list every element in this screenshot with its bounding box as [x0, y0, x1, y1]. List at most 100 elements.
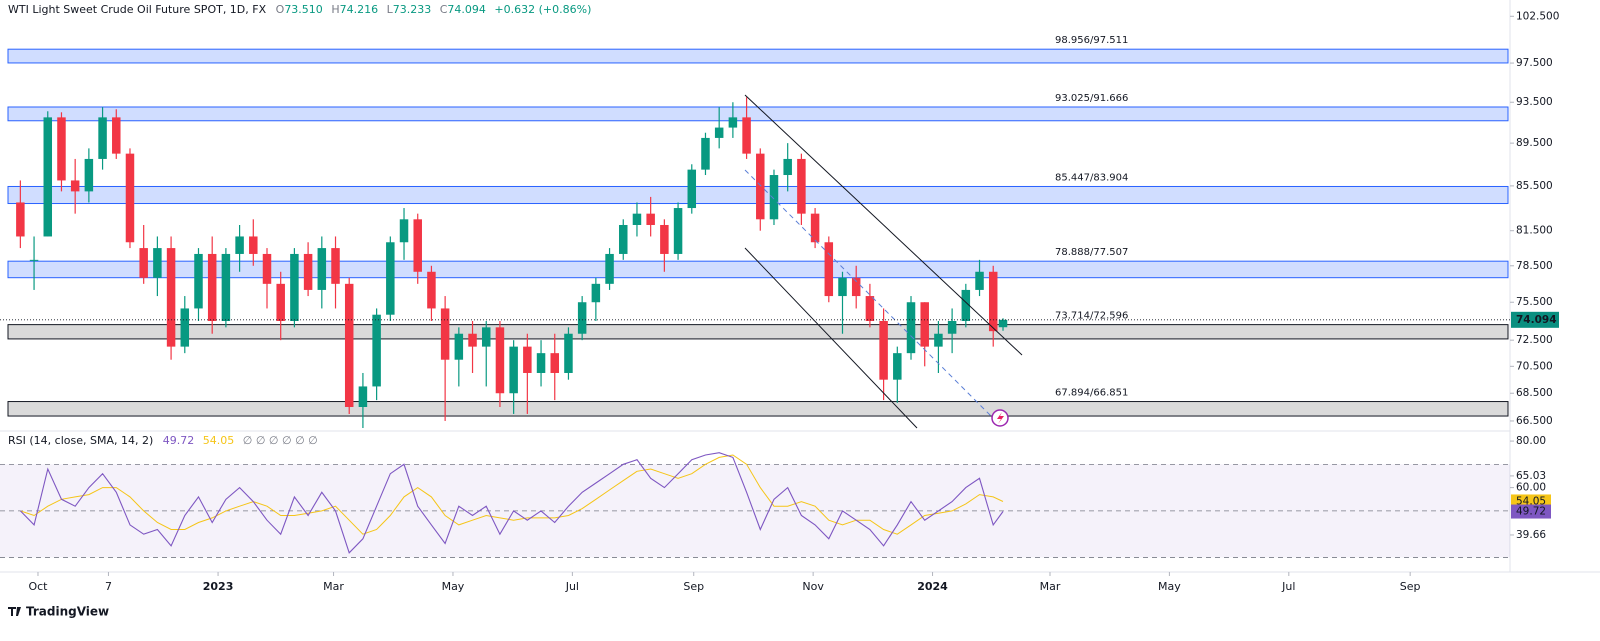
- rsi-value-label: 54.05: [1516, 495, 1546, 507]
- candle-body: [303, 253, 313, 290]
- footer-logo[interactable]: TradingView: [8, 605, 109, 619]
- candle-body: [290, 253, 299, 322]
- candle-body: [673, 208, 683, 254]
- price-pane: [7, 48, 1509, 429]
- candle-body: [646, 213, 655, 225]
- rsi-line: [20, 452, 1004, 554]
- candle-body: [591, 283, 601, 303]
- candle-body: [440, 308, 450, 360]
- candle-body: [605, 253, 614, 284]
- candle-body: [166, 248, 176, 347]
- candle-body: [988, 271, 998, 332]
- candle-body: [16, 202, 25, 237]
- rsi-value: 49.72: [163, 434, 195, 447]
- candle-body: [742, 117, 751, 154]
- logo-mark: [8, 607, 21, 616]
- x-tick-label: Jul: [1281, 580, 1295, 593]
- zone: [7, 401, 1509, 417]
- channel-mid: [744, 169, 1001, 426]
- candle-body: [906, 302, 916, 354]
- candle-body: [399, 219, 409, 243]
- candle-body: [714, 127, 724, 138]
- y-tick-label: 72.500: [1516, 334, 1553, 346]
- x-tick-label: Nov: [802, 580, 824, 593]
- x-tick-label: Mar: [1040, 580, 1061, 593]
- candle-body: [153, 248, 162, 278]
- candle-body: [947, 321, 957, 334]
- x-tick-label: 2024: [917, 580, 948, 593]
- candle-body: [468, 333, 477, 347]
- zone-label: 73.714/72.596: [1055, 311, 1128, 322]
- candle-body: [577, 302, 587, 334]
- candle-body: [701, 137, 710, 170]
- candle-body: [865, 296, 875, 322]
- candle-body: [769, 175, 779, 220]
- candle-body: [235, 236, 244, 254]
- zone-label: 67.894/66.851: [1055, 388, 1128, 399]
- candle-body: [728, 117, 738, 128]
- candle-body: [783, 158, 792, 176]
- candle-body: [879, 321, 888, 380]
- candle-body: [536, 353, 546, 373]
- candle-body: [934, 333, 943, 347]
- candle-body: [112, 117, 121, 154]
- y-tick-label: 39.66: [1516, 529, 1546, 541]
- candle-body: [523, 346, 532, 373]
- candle-body: [276, 283, 285, 322]
- candle-body: [207, 253, 217, 322]
- candle-body: [838, 277, 847, 297]
- candle-body: [481, 327, 491, 347]
- y-tick-label: 70.500: [1516, 360, 1553, 372]
- candle-body: [413, 219, 422, 272]
- y-tick-label: 60.00: [1516, 482, 1546, 494]
- candle-body: [29, 259, 39, 261]
- candle-body: [221, 253, 231, 322]
- zone: [7, 48, 1509, 64]
- zone: [7, 260, 1509, 279]
- ohlc-key: C: [440, 3, 448, 16]
- y-tick-label: 75.500: [1516, 296, 1553, 308]
- zone-label: 78.888/77.507: [1055, 247, 1128, 258]
- candle-body: [797, 158, 806, 214]
- candle-body: [427, 271, 436, 309]
- y-tick-label: 80.00: [1516, 435, 1546, 447]
- candle-body: [961, 289, 971, 322]
- x-tick-label: Sep: [683, 580, 704, 593]
- x-tick-label: 2023: [203, 580, 234, 593]
- y-tick-label: 78.500: [1516, 260, 1553, 272]
- candle-body: [998, 319, 1008, 328]
- last-price-box: [1511, 311, 1559, 328]
- candle-body: [372, 314, 381, 387]
- rsi-value-box: [1511, 504, 1551, 519]
- ohlc-key: O: [276, 3, 285, 16]
- rsi-band: [0, 464, 1510, 558]
- rsi-line: [20, 454, 1004, 535]
- symbol-title: WTI Light Sweet Crude Oil Future SPOT, 1…: [8, 3, 267, 16]
- trendlines: [744, 94, 1023, 429]
- candle-body: [687, 169, 697, 209]
- candle-body: [331, 248, 340, 284]
- candle-body: [317, 248, 327, 290]
- x-tick-label: Sep: [1400, 580, 1421, 593]
- candle-body: [43, 117, 53, 237]
- candle-body: [358, 386, 368, 407]
- candle-body: [180, 308, 190, 347]
- zone-label: 98.956/97.511: [1055, 35, 1128, 46]
- y-tick-label: 65.03: [1516, 470, 1546, 482]
- candle-body: [756, 153, 765, 220]
- candle-body: [660, 224, 669, 254]
- candle-body: [98, 117, 107, 159]
- candle-body: [920, 302, 929, 347]
- candle-body: [249, 236, 258, 254]
- change: +0.632 (+0.86%): [494, 3, 591, 16]
- y-tick-label: 85.500: [1516, 180, 1553, 192]
- candle-body: [139, 248, 148, 278]
- candle-body: [893, 353, 902, 380]
- zone-label: 85.447/83.904: [1055, 172, 1128, 183]
- candle-body: [975, 271, 984, 290]
- ohlc-key: L: [387, 3, 394, 16]
- candle-body: [454, 333, 464, 360]
- zone: [7, 324, 1509, 340]
- candle-body: [84, 158, 94, 192]
